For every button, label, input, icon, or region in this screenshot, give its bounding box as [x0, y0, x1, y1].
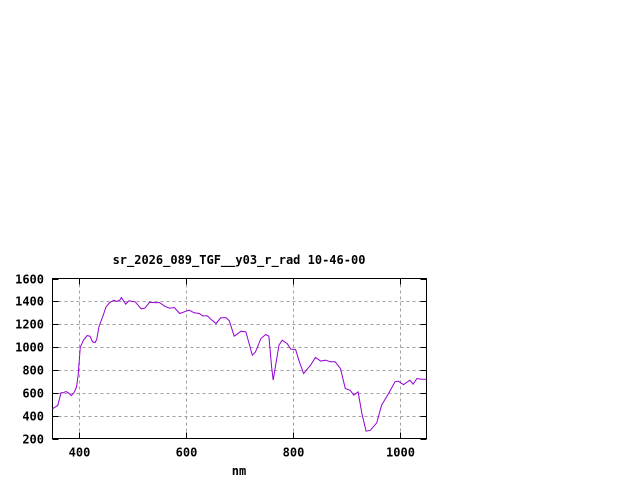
- x-tick-label: 400: [69, 446, 91, 460]
- y-tick-label: 600: [22, 387, 44, 401]
- x-tick-label: 1000: [386, 446, 415, 460]
- ticks: [52, 278, 427, 440]
- y-tick-label: 1400: [15, 295, 44, 309]
- series-line: [52, 296, 427, 432]
- y-tick-label: 1200: [15, 318, 44, 332]
- plot-frame: [52, 278, 427, 439]
- x-tick-labels: 400 600 800 1000: [69, 446, 415, 460]
- x-tick-label: 800: [283, 446, 305, 460]
- y-tick-label: 1000: [15, 341, 44, 355]
- grid: [52, 278, 427, 439]
- chart-title: sr_2026_089_TGF__y03_r_rad 10-46-00: [113, 253, 366, 268]
- x-axis-label: nm: [232, 464, 246, 478]
- y-tick-labels: 200 400 600 800 1000 1200 1400 1600: [15, 273, 44, 447]
- y-tick-label: 800: [22, 364, 44, 378]
- y-tick-label: 200: [22, 433, 44, 447]
- y-tick-label: 400: [22, 410, 44, 424]
- y-tick-label: 1600: [15, 273, 44, 287]
- x-tick-label: 600: [176, 446, 198, 460]
